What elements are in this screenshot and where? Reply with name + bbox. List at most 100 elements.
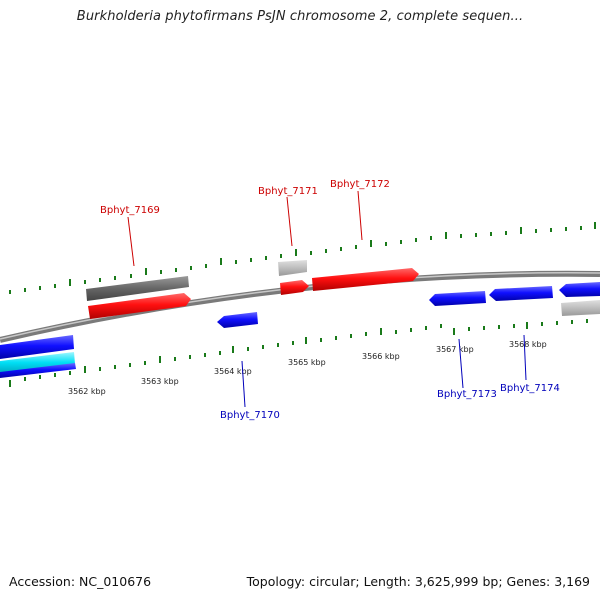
tick-minor xyxy=(365,332,367,336)
feature-bar-cyan[interactable] xyxy=(0,352,75,373)
tick-minor xyxy=(440,324,442,328)
tick-major xyxy=(84,366,86,373)
tick-major xyxy=(69,279,71,286)
tick-minor xyxy=(410,328,412,332)
tick-minor xyxy=(385,242,387,246)
tick-minor xyxy=(490,232,492,236)
tick-minor xyxy=(556,321,558,325)
tick-minor xyxy=(535,229,537,233)
kbp-label: 3566 kbp xyxy=(362,352,400,361)
tick-minor xyxy=(69,371,71,375)
forward-features xyxy=(86,260,419,319)
gene-label-bphyt-7174[interactable]: Bphyt_7174 xyxy=(500,383,560,394)
gene-arrow-left-edge-lower[interactable] xyxy=(0,363,76,378)
tick-major xyxy=(159,356,161,363)
tick-minor xyxy=(460,234,462,238)
tick-minor xyxy=(204,353,206,357)
tick-minor xyxy=(571,320,573,324)
tick-minor xyxy=(190,266,192,270)
tick-minor xyxy=(468,327,470,331)
tick-minor xyxy=(430,236,432,240)
connector-bphyt-7172 xyxy=(357,190,363,241)
tick-minor xyxy=(280,254,282,258)
tick-minor xyxy=(129,363,131,367)
tick-minor xyxy=(355,245,357,249)
gene-arrow-left-edge[interactable] xyxy=(0,335,74,359)
tick-major xyxy=(520,227,522,234)
feature-bar-gray-dark[interactable] xyxy=(86,276,189,301)
feature-bar-gray-light-right[interactable] xyxy=(561,300,600,316)
tick-major xyxy=(526,322,528,329)
gene-arrow-bphyt-7173[interactable] xyxy=(429,291,486,306)
gene-arrow-bphyt-7174[interactable] xyxy=(489,286,553,301)
tick-minor xyxy=(541,322,543,326)
tick-minor xyxy=(9,290,11,294)
reverse-tick-ring xyxy=(9,319,588,387)
tick-minor xyxy=(335,336,337,340)
gene-label-bphyt-7169[interactable]: Bphyt_7169 xyxy=(100,205,160,216)
tick-minor xyxy=(130,274,132,278)
tick-major xyxy=(9,380,11,387)
gene-label-bphyt-7170[interactable]: Bphyt_7170 xyxy=(220,410,280,421)
tick-minor xyxy=(262,345,264,349)
tick-major xyxy=(594,222,596,229)
tick-minor xyxy=(400,240,402,244)
tick-minor xyxy=(325,249,327,253)
tick-major xyxy=(370,240,372,247)
tick-major xyxy=(380,328,382,335)
tick-minor xyxy=(114,276,116,280)
tick-minor xyxy=(174,357,176,361)
gene-label-bphyt-7173[interactable]: Bphyt_7173 xyxy=(437,389,497,400)
tick-minor xyxy=(189,355,191,359)
gene-arrow-bphyt-7171[interactable] xyxy=(280,280,309,295)
tick-minor xyxy=(513,324,515,328)
tick-minor xyxy=(235,260,237,264)
tick-minor xyxy=(247,347,249,351)
reverse-features xyxy=(0,282,600,378)
gene-arrow-bphyt-7169[interactable] xyxy=(88,293,191,319)
tick-minor xyxy=(277,343,279,347)
kbp-label: 3564 kbp xyxy=(214,367,252,376)
tick-minor xyxy=(265,256,267,260)
kbp-label: 3565 kbp xyxy=(288,358,326,367)
forward-tick-ring xyxy=(9,222,596,294)
gene-label-bphyt-7171[interactable]: Bphyt_7171 xyxy=(258,186,318,197)
tick-minor xyxy=(292,341,294,345)
tick-minor xyxy=(39,286,41,290)
gene-arrow-bphyt-7170[interactable] xyxy=(217,312,258,328)
connector-bphyt-7170 xyxy=(241,360,246,408)
tick-minor xyxy=(114,365,116,369)
feature-bar-gray-light[interactable] xyxy=(278,260,307,276)
tick-minor xyxy=(586,319,588,323)
tick-minor xyxy=(395,330,397,334)
tick-minor xyxy=(475,233,477,237)
gene-arrow-bphyt-7172[interactable] xyxy=(312,268,419,291)
connector-bphyt-7174 xyxy=(523,334,527,381)
gene-label-bphyt-7172[interactable]: Bphyt_7172 xyxy=(330,179,390,190)
connector-bphyt-7173 xyxy=(458,338,464,389)
tick-minor xyxy=(99,278,101,282)
tick-minor xyxy=(483,326,485,330)
tick-minor xyxy=(425,326,427,330)
gene-arrow-right-edge[interactable] xyxy=(559,282,600,297)
tick-minor xyxy=(205,264,207,268)
connector-bphyt-7171 xyxy=(286,196,293,247)
tick-major xyxy=(305,337,307,344)
tick-minor xyxy=(350,334,352,338)
tick-minor xyxy=(310,251,312,255)
tick-major xyxy=(220,258,222,265)
tick-major xyxy=(295,249,297,256)
tick-minor xyxy=(320,338,322,342)
kbp-label: 3563 kbp xyxy=(141,377,179,386)
tick-major xyxy=(445,232,447,239)
kbp-label: 3562 kbp xyxy=(68,387,106,396)
accession-text: Accession: NC_010676 xyxy=(9,574,152,589)
tick-minor xyxy=(415,238,417,242)
tick-minor xyxy=(498,325,500,329)
tick-minor xyxy=(219,351,221,355)
kbp-label: 3568 kbp xyxy=(509,340,547,349)
tick-major xyxy=(145,268,147,275)
tick-minor xyxy=(160,270,162,274)
tick-minor xyxy=(54,373,56,377)
